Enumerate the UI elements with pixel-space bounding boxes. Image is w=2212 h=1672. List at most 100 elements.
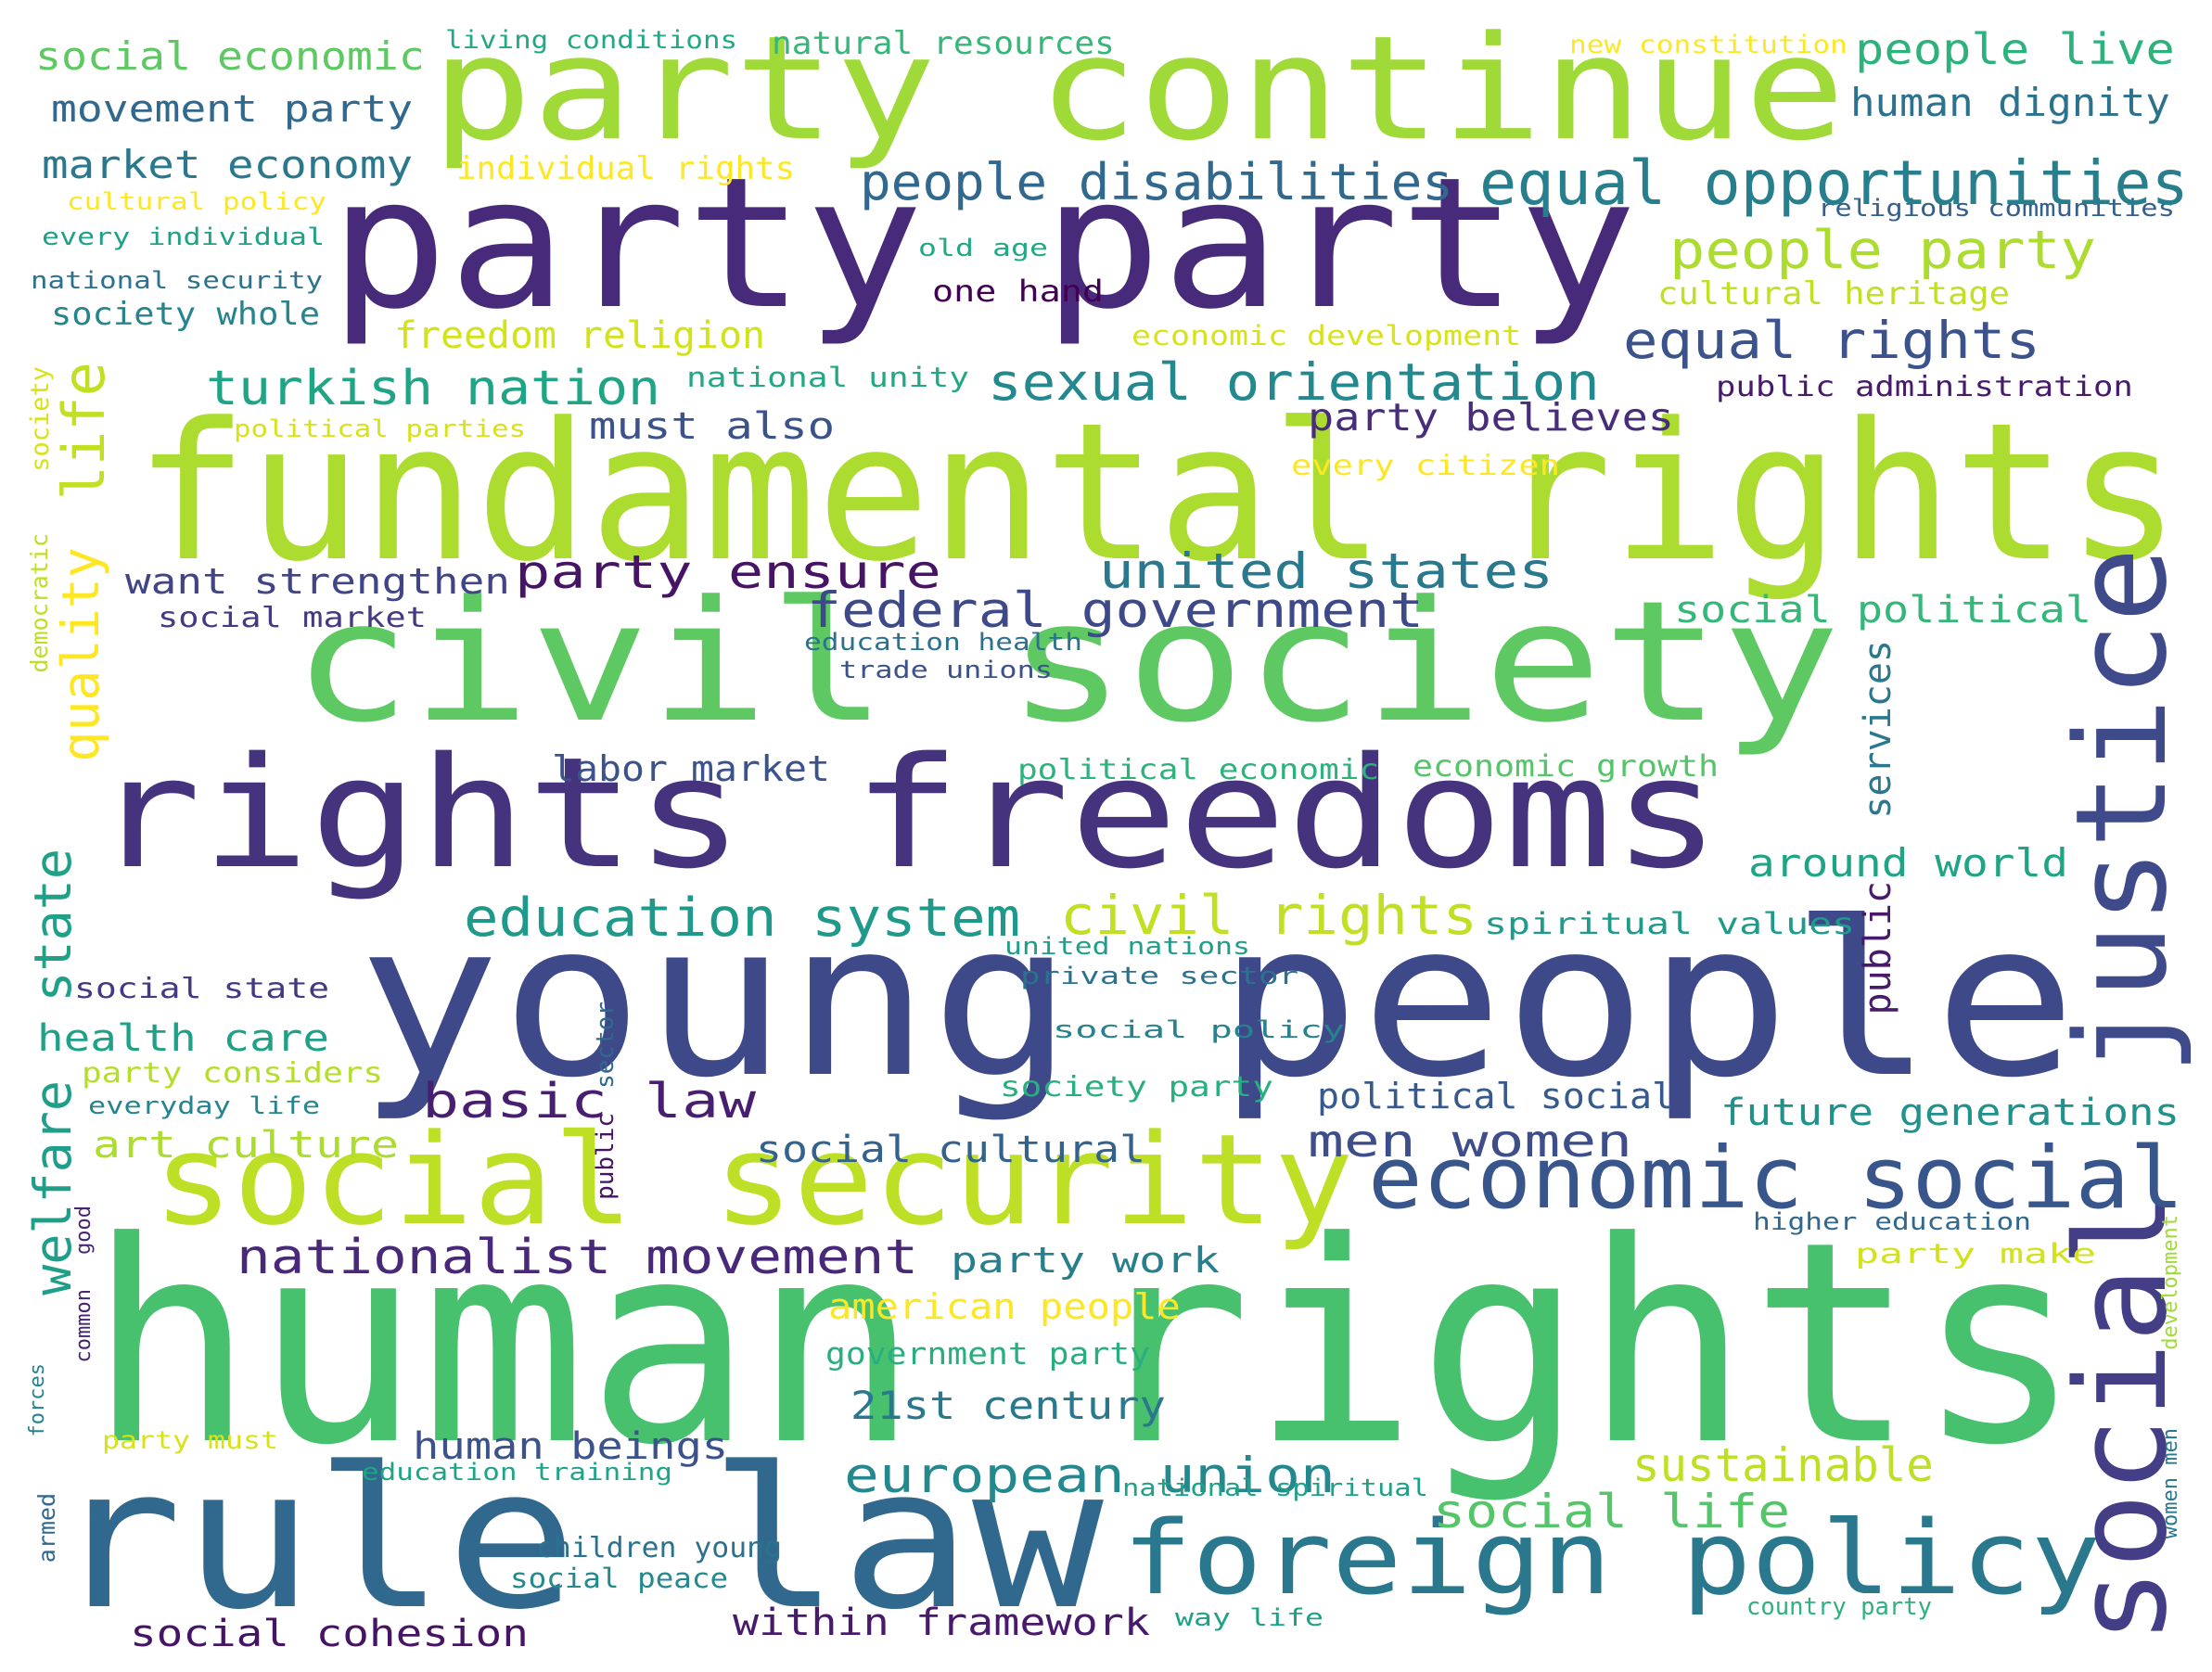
- word-cloud-term: new constitution: [1569, 31, 1848, 59]
- word-cloud-term: civil society: [292, 566, 1841, 759]
- word-cloud-term: fundamental rights: [134, 383, 2181, 604]
- word-cloud-term: social life: [1433, 1485, 1791, 1538]
- word-cloud-term: social cohesion: [130, 1613, 529, 1655]
- word-cloud-term: women men: [2159, 1428, 2182, 1539]
- word-cloud-term: human beings: [413, 1425, 729, 1468]
- word-cloud-term: human rights: [88, 1182, 2083, 1506]
- word-cloud-term: party make: [1855, 1238, 2096, 1270]
- word-cloud-term: party continue: [431, 5, 1846, 172]
- word-cloud-term: social policy: [1053, 1016, 1346, 1044]
- word-cloud-term: development: [2159, 1215, 2182, 1350]
- word-cloud-term: party ensure: [515, 545, 941, 599]
- word-cloud-term: political economic: [1017, 754, 1380, 786]
- word-cloud-term: life: [50, 362, 118, 501]
- word-cloud-term: quality: [51, 547, 110, 762]
- word-cloud-term: market economy: [42, 142, 414, 187]
- word-cloud-term: social political: [1674, 589, 2092, 632]
- word-cloud-term: social state: [74, 973, 330, 1005]
- word-cloud-term: country party: [1746, 1593, 1933, 1621]
- word-cloud-term: way life: [1175, 1604, 1324, 1632]
- word-cloud-term: every individual: [42, 223, 326, 251]
- word-cloud-term: national spiritual: [1122, 1474, 1428, 1502]
- word-cloud-term: american people: [828, 1286, 1181, 1327]
- word-cloud-term: future generations: [1720, 1091, 2180, 1134]
- word-cloud-term: national security: [31, 267, 324, 295]
- word-cloud-term: party work: [951, 1240, 1221, 1281]
- word-cloud-term: equal rights: [1623, 311, 2040, 370]
- word-cloud-term: people disabilities: [860, 153, 1453, 211]
- word-cloud-term: people live: [1855, 24, 2175, 74]
- word-cloud-term: art culture: [93, 1124, 400, 1167]
- word-cloud-term: human dignity: [1850, 80, 2170, 125]
- word-cloud-term: democratic: [26, 533, 53, 673]
- word-cloud-term: federal government: [807, 582, 1425, 639]
- word-cloud-term: economic development: [1132, 320, 1522, 351]
- word-cloud-term: movement party: [51, 88, 414, 131]
- word-cloud-term: social security: [153, 1107, 1354, 1253]
- word-cloud-term: want strengthen: [125, 561, 510, 602]
- word-cloud-term: public administration: [1716, 371, 2133, 403]
- word-cloud-term: government party: [825, 1335, 1150, 1372]
- word-cloud-term: society: [26, 366, 55, 472]
- word-cloud-term: rule law: [51, 1425, 1104, 1653]
- word-cloud-term: freedom religion: [394, 314, 765, 357]
- word-cloud-term: within framework: [733, 1602, 1151, 1644]
- word-cloud-term: every citizen: [1291, 450, 1560, 482]
- word-cloud-term: society party: [1000, 1071, 1273, 1104]
- word-cloud-term: higher education: [1753, 1208, 2032, 1236]
- word-cloud-term: political social: [1317, 1076, 1675, 1117]
- word-cloud-term: public: [592, 1113, 620, 1200]
- word-cloud-term: men women: [1308, 1116, 1633, 1168]
- word-cloud-term: young people: [357, 877, 2078, 1125]
- word-cloud-term: cultural policy: [67, 188, 326, 216]
- word-cloud-term: civil rights: [1060, 884, 1478, 947]
- word-cloud-term: forces: [26, 1363, 49, 1437]
- word-cloud-term: party party: [329, 138, 1638, 349]
- word-cloud-term: economic growth: [1413, 748, 1720, 784]
- word-cloud-term: education training: [362, 1459, 673, 1487]
- word-cloud-term: 21st century: [850, 1383, 1166, 1428]
- word-cloud-term: health care: [37, 1017, 329, 1060]
- word-cloud-term: around world: [1748, 840, 2069, 886]
- word-cloud-term: equal opportunities: [1479, 147, 2189, 219]
- word-cloud-term: party believes: [1308, 395, 1674, 440]
- word-cloud-term: services: [1857, 640, 1899, 819]
- word-cloud-term: sexual orientation: [988, 352, 1600, 412]
- word-cloud-term: foreign policy: [1122, 1499, 2102, 1617]
- word-cloud-term: nationalist movement: [237, 1230, 919, 1285]
- word-cloud-term: one hand: [932, 274, 1104, 309]
- word-cloud-term: trade unions: [839, 657, 1053, 684]
- word-cloud-term: party considers: [82, 1057, 384, 1090]
- word-cloud-term: welfare: [23, 1080, 83, 1295]
- word-cloud-term: political parties: [234, 415, 527, 443]
- word-cloud-term: society whole: [51, 296, 321, 333]
- word-cloud-term: people party: [1669, 220, 2096, 281]
- word-cloud-term: children young: [536, 1532, 783, 1564]
- word-cloud-term: education health: [804, 629, 1083, 657]
- word-cloud-term: cultural heritage: [1657, 275, 2011, 313]
- word-cloud-term: rights freedoms: [93, 724, 1721, 902]
- word-cloud-term: turkish nation: [206, 361, 661, 416]
- word-cloud-term: social cultural: [756, 1129, 1146, 1171]
- word-cloud-term: old age: [918, 235, 1049, 262]
- word-cloud-term: living conditions: [445, 26, 738, 55]
- word-cloud-term: everyday life: [88, 1092, 321, 1120]
- word-cloud-term: party must: [102, 1426, 279, 1455]
- word-cloud-term: individual rights: [456, 150, 796, 187]
- word-cloud-term: private sector: [1020, 963, 1299, 990]
- word-cloud-term: common: [72, 1289, 96, 1363]
- word-cloud-term: social peace: [510, 1563, 729, 1594]
- word-cloud-term: state: [23, 849, 83, 1002]
- word-cloud-term: sustainable: [1632, 1438, 1934, 1492]
- word-cloud-term: spiritual values: [1484, 906, 1856, 941]
- word-cloud-term: national unity: [686, 362, 970, 393]
- word-cloud-term: united states: [1099, 543, 1554, 600]
- word-cloud-term: united nations: [1004, 933, 1250, 961]
- word-cloud-term: labor market: [552, 748, 831, 789]
- word-cloud-term: natural resources: [772, 25, 1115, 62]
- word-cloud-term: social economic: [35, 33, 425, 79]
- word-cloud-term: education system: [464, 887, 1021, 949]
- word-cloud-term: social market: [158, 602, 427, 634]
- word-cloud-term: good: [72, 1206, 96, 1255]
